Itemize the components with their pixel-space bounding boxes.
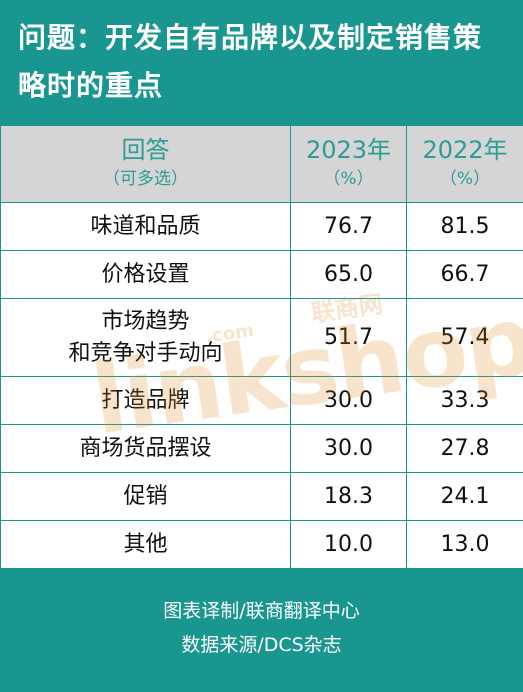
table-row: 价格设置 65.0 66.7 bbox=[0, 250, 523, 299]
value-2023: 76.7 bbox=[290, 202, 407, 251]
row-label: 价格设置 bbox=[0, 250, 291, 299]
value-2023: 51.7 bbox=[290, 298, 407, 377]
value-2022: 33.3 bbox=[406, 376, 523, 425]
table-row: 促销 18.3 24.1 bbox=[0, 472, 523, 521]
header-answer-label: 回答 bbox=[121, 136, 170, 164]
footer-data-source: 数据来源/DCS杂志 bbox=[181, 634, 342, 656]
row-label: 打造品牌 bbox=[0, 376, 291, 425]
row-label-text-line2: 和竞争对手动向 bbox=[68, 340, 223, 366]
row-label-text: 味道和品质 bbox=[90, 213, 201, 239]
header-2023: 2023年 （%） bbox=[290, 125, 407, 203]
value-2022: 27.8 bbox=[406, 424, 523, 473]
table-row: 商场货品摆设 30.0 27.8 bbox=[0, 424, 523, 473]
header-answer: 回答 （可多选） bbox=[0, 125, 291, 203]
header-answer-note: （可多选） bbox=[103, 169, 188, 189]
page-title: 问题：开发自有品牌以及制定销售策略时的重点 bbox=[18, 21, 483, 102]
value-2022: 57.4 bbox=[406, 298, 523, 377]
table-row: 其他 10.0 13.0 bbox=[0, 520, 523, 569]
value-2023: 30.0 bbox=[290, 424, 407, 473]
footer: 图表译制/联商翻译中心 数据来源/DCS杂志 bbox=[0, 572, 523, 692]
row-label: 其他 bbox=[0, 520, 291, 569]
row-label-text: 其他 bbox=[123, 531, 168, 557]
value-2023: 18.3 bbox=[290, 472, 407, 521]
footer-translation-credit: 图表译制/联商翻译中心 bbox=[163, 600, 360, 622]
header-2023-unit: （%） bbox=[323, 169, 374, 189]
row-label: 促销 bbox=[0, 472, 291, 521]
value-2022: 24.1 bbox=[406, 472, 523, 521]
value-2022: 13.0 bbox=[406, 520, 523, 569]
row-label-text: 价格设置 bbox=[101, 261, 190, 287]
header-2023-label: 2023年 bbox=[305, 136, 392, 164]
row-label-text: 市场趋势 bbox=[101, 308, 190, 334]
row-label-text: 商场货品摆设 bbox=[79, 435, 212, 461]
value-2023: 30.0 bbox=[290, 376, 407, 425]
table-row: 味道和品质 76.7 81.5 bbox=[0, 202, 523, 251]
value-2022: 81.5 bbox=[406, 202, 523, 251]
table-row: 打造品牌 30.0 33.3 bbox=[0, 376, 523, 425]
header-2022: 2022年 （%） bbox=[406, 125, 523, 203]
row-label-text: 打造品牌 bbox=[101, 387, 190, 413]
table-row: 市场趋势 和竞争对手动向 51.7 57.4 bbox=[0, 298, 523, 377]
header-2022-label: 2022年 bbox=[422, 136, 508, 164]
header-2022-unit: （%） bbox=[439, 169, 491, 189]
value-2023: 10.0 bbox=[290, 520, 407, 569]
title-banner: 问题：开发自有品牌以及制定销售策略时的重点 bbox=[0, 0, 523, 125]
value-2023: 65.0 bbox=[290, 250, 407, 299]
survey-table: 回答 （可多选） 2023年 （%） 2022年 （%） 味道和品质 76.7 … bbox=[0, 125, 523, 569]
row-label: 味道和品质 bbox=[0, 202, 291, 251]
row-label-text: 促销 bbox=[123, 483, 168, 509]
value-2022: 66.7 bbox=[406, 250, 523, 299]
row-label: 商场货品摆设 bbox=[0, 424, 291, 473]
table-header-row: 回答 （可多选） 2023年 （%） 2022年 （%） bbox=[0, 125, 523, 203]
row-label: 市场趋势 和竞争对手动向 bbox=[0, 298, 291, 377]
